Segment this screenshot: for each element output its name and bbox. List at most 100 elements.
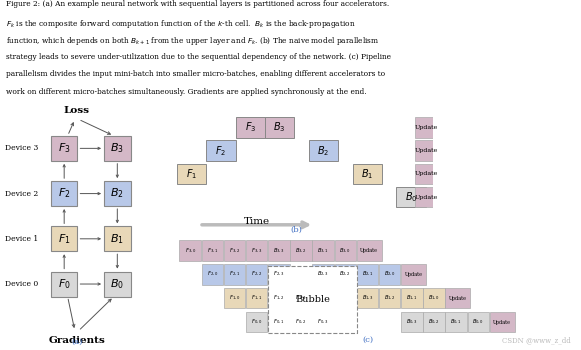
FancyBboxPatch shape [415,164,438,184]
Text: $B_{0,2}$: $B_{0,2}$ [428,318,440,326]
Text: Gradients: Gradients [48,336,105,345]
FancyBboxPatch shape [104,226,131,251]
Text: $B_{2,0}$: $B_{2,0}$ [383,270,396,279]
FancyBboxPatch shape [446,312,467,332]
Text: $B_1$: $B_1$ [361,167,373,181]
Text: $B_{0,3}$: $B_{0,3}$ [406,318,418,326]
Text: Figure 2: (a) An example neural network with sequential layers is partitioned ac: Figure 2: (a) An example neural network … [6,0,389,8]
FancyBboxPatch shape [396,187,425,207]
Text: $B_0$: $B_0$ [110,277,124,291]
Text: $B_{3,1}$: $B_{3,1}$ [317,246,329,255]
Text: $F_{2,1}$: $F_{2,1}$ [229,270,240,279]
Text: Device 0: Device 0 [5,280,39,288]
Text: parallelism divides the input mini-batch into smaller micro-batches, enabling di: parallelism divides the input mini-batch… [6,70,385,78]
FancyBboxPatch shape [353,164,382,184]
FancyBboxPatch shape [180,240,201,261]
Text: CSDN @www_z_dd: CSDN @www_z_dd [502,337,571,345]
Text: Loss: Loss [63,106,89,115]
Text: (b): (b) [290,225,302,233]
FancyBboxPatch shape [401,288,422,308]
Text: Update: Update [415,195,438,200]
Text: $B_{2,2}$: $B_{2,2}$ [339,270,352,279]
FancyBboxPatch shape [415,117,438,138]
Text: work on different micro-batches simultaneously. Gradients are applied synchronou: work on different micro-batches simultan… [6,88,367,96]
FancyBboxPatch shape [335,240,356,261]
FancyBboxPatch shape [268,288,289,308]
FancyBboxPatch shape [357,240,382,261]
Text: $F_{3,1}$: $F_{3,1}$ [207,246,218,255]
FancyBboxPatch shape [268,240,289,261]
FancyBboxPatch shape [446,288,470,308]
Text: strategy leads to severe under-utilization due to the sequential dependency of t: strategy leads to severe under-utilizati… [6,52,391,61]
FancyBboxPatch shape [206,140,236,161]
FancyBboxPatch shape [309,140,338,161]
Text: Update: Update [493,320,511,324]
FancyBboxPatch shape [51,272,77,296]
FancyBboxPatch shape [51,226,77,251]
Text: $B_{3,3}$: $B_{3,3}$ [273,246,285,255]
FancyBboxPatch shape [268,312,289,332]
FancyBboxPatch shape [177,164,206,184]
Text: $B_0$: $B_0$ [404,190,417,204]
Text: $F_{2,0}$: $F_{2,0}$ [207,270,218,279]
FancyBboxPatch shape [224,288,245,308]
FancyBboxPatch shape [357,264,378,285]
Text: $B_{3,0}$: $B_{3,0}$ [339,246,352,255]
FancyBboxPatch shape [357,288,378,308]
FancyBboxPatch shape [490,312,515,332]
Text: Update: Update [415,148,438,153]
Text: $F_{3,2}$: $F_{3,2}$ [229,246,240,255]
Text: $F_1$: $F_1$ [186,167,198,181]
Text: $F_{3,3}$: $F_{3,3}$ [251,246,263,255]
Text: $B_{3,2}$: $B_{3,2}$ [295,246,307,255]
Text: Device 1: Device 1 [5,235,39,243]
FancyBboxPatch shape [290,240,312,261]
Text: (a): (a) [71,338,83,346]
Text: $B_2$: $B_2$ [110,187,124,201]
FancyBboxPatch shape [423,288,444,308]
FancyBboxPatch shape [401,312,422,332]
Text: $B_{0,0}$: $B_{0,0}$ [472,318,485,326]
FancyBboxPatch shape [415,140,438,161]
FancyBboxPatch shape [246,264,267,285]
Text: $F_{0,1}$: $F_{0,1}$ [273,318,285,326]
Text: $B_{0,1}$: $B_{0,1}$ [450,318,462,326]
FancyBboxPatch shape [202,240,223,261]
FancyBboxPatch shape [246,240,267,261]
FancyBboxPatch shape [104,272,131,296]
Text: Update: Update [404,272,422,277]
Text: $B_{1,0}$: $B_{1,0}$ [428,294,440,302]
Text: $B_{2,3}$: $B_{2,3}$ [317,270,329,279]
FancyBboxPatch shape [313,312,334,332]
FancyBboxPatch shape [290,312,312,332]
Text: $F_{1,1}$: $F_{1,1}$ [251,294,263,302]
Text: $F_0$: $F_0$ [58,277,70,291]
FancyBboxPatch shape [104,136,131,161]
Text: $B_{2,1}$: $B_{2,1}$ [361,270,374,279]
Text: Bubble: Bubble [295,295,330,304]
Text: $F_k$ is the composite forward computation function of the $k$-th cell.  $B_k$ i: $F_k$ is the composite forward computati… [6,18,356,29]
Text: function, which depends on both $B_{k+1}$ from the upper layer and $F_k$. (b) Th: function, which depends on both $B_{k+1}… [6,35,379,47]
Text: $B_1$: $B_1$ [110,232,124,246]
Text: $F_{1,2}$: $F_{1,2}$ [273,294,285,302]
FancyBboxPatch shape [379,264,400,285]
FancyBboxPatch shape [335,264,356,285]
Text: $F_{3,0}$: $F_{3,0}$ [185,246,196,255]
FancyBboxPatch shape [202,264,223,285]
FancyBboxPatch shape [468,312,489,332]
Text: $F_{1,0}$: $F_{1,0}$ [229,294,240,302]
Text: $F_3$: $F_3$ [245,120,256,134]
FancyBboxPatch shape [313,240,334,261]
Text: Device 3: Device 3 [5,144,39,152]
Text: $F_{0,3}$: $F_{0,3}$ [317,318,329,326]
Text: $B_3$: $B_3$ [273,120,286,134]
Text: $B_{1,2}$: $B_{1,2}$ [383,294,396,302]
Text: $B_{1,3}$: $B_{1,3}$ [361,294,374,302]
Text: Update: Update [360,248,378,253]
FancyBboxPatch shape [401,264,426,285]
FancyBboxPatch shape [246,312,267,332]
FancyBboxPatch shape [268,266,357,333]
Text: Update: Update [415,172,438,176]
FancyBboxPatch shape [224,264,245,285]
Text: $F_2$: $F_2$ [58,187,70,201]
